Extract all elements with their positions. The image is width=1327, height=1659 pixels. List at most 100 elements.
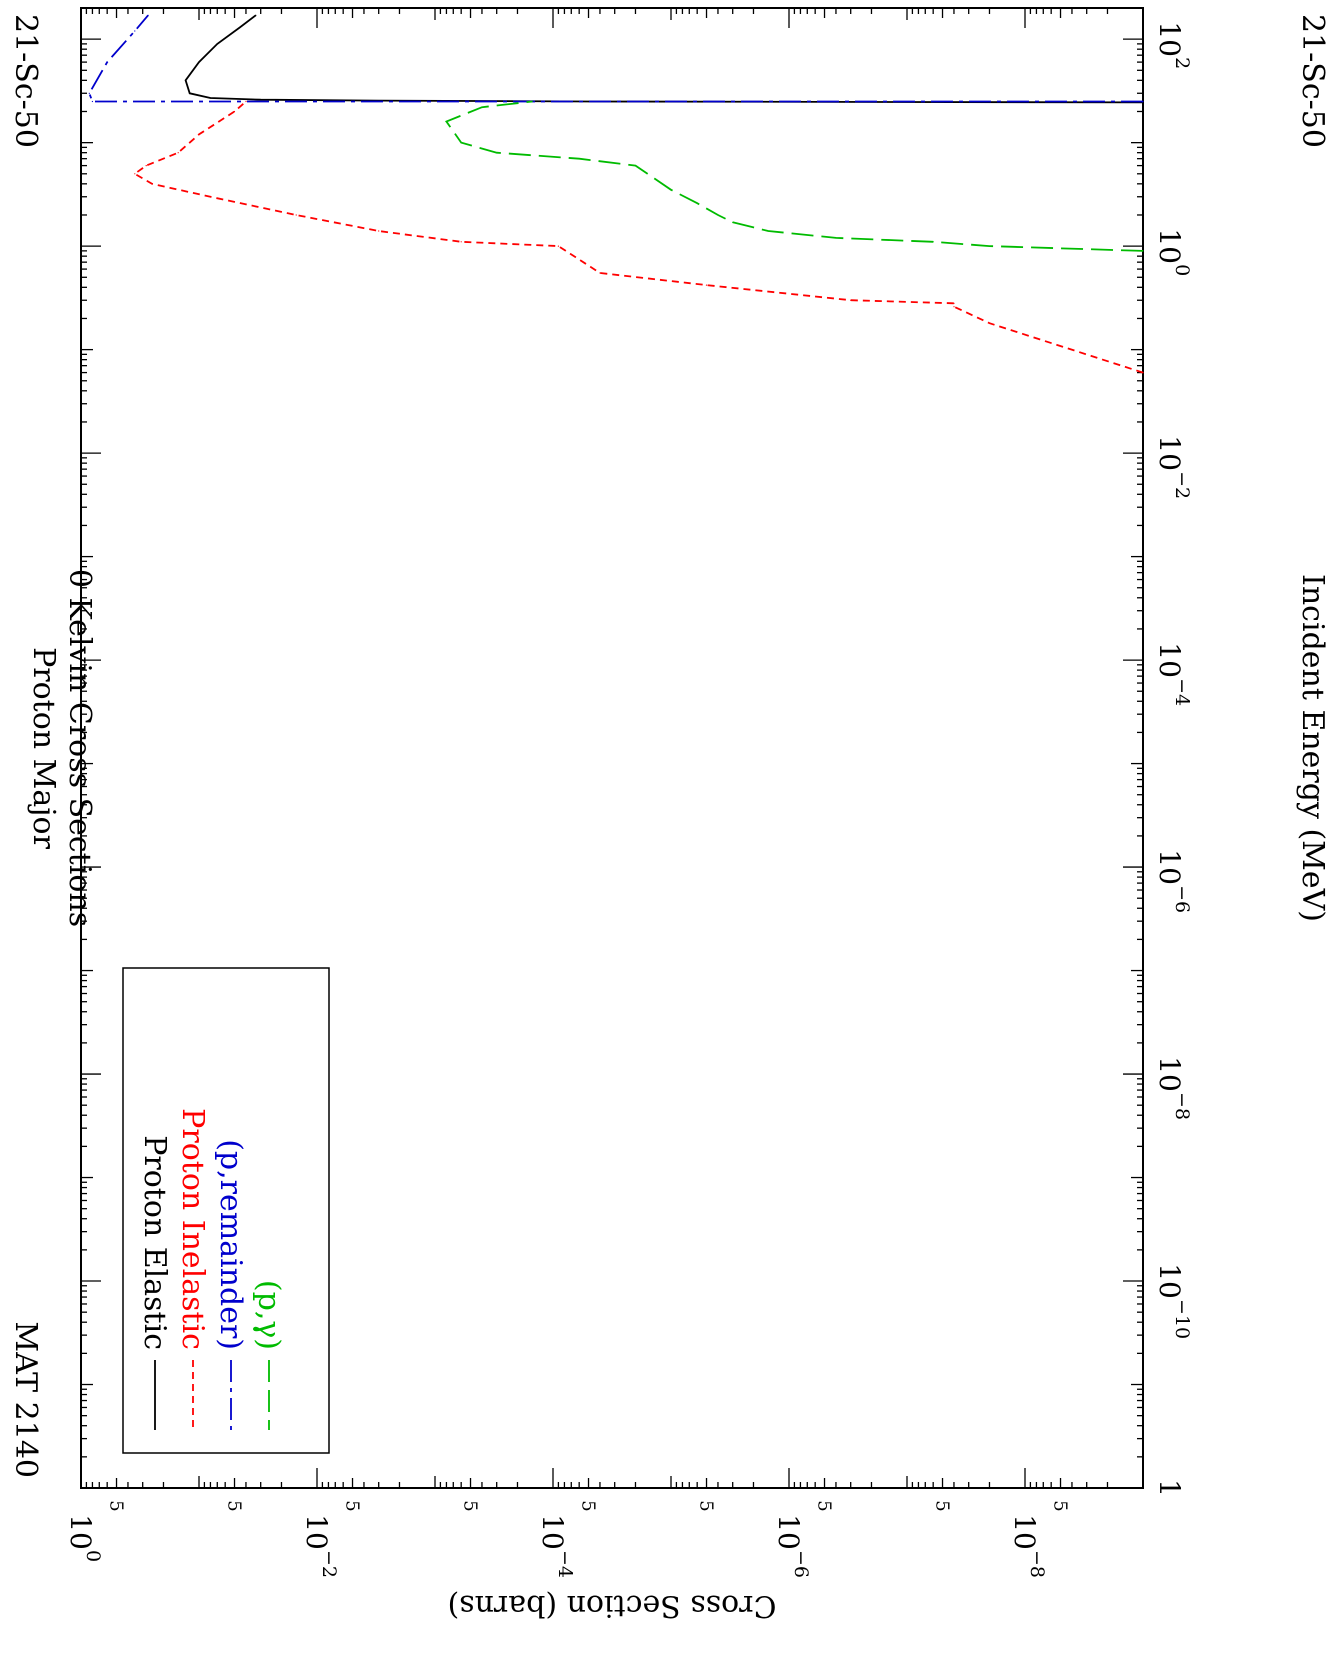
series-point — [151, 183, 153, 185]
x-tick-label-base: 10 — [1153, 435, 1186, 471]
legend-box — [122, 967, 330, 1454]
x-tick-label: 1 — [1153, 1479, 1186, 1497]
series-point — [1142, 100, 1144, 103]
chart-title: Proton Major — [26, 647, 61, 850]
y-tick-label-base: 10 — [772, 1514, 805, 1550]
y-minor-tick-label: 5 — [932, 1500, 953, 1511]
series-point — [705, 284, 708, 286]
series-point — [767, 230, 769, 232]
series-point — [239, 26, 241, 28]
series-point — [177, 152, 179, 154]
y-tick-label: 10−6 — [772, 1514, 812, 1578]
corner-label-right: 21-Sc-50 — [8, 14, 43, 148]
series-group — [184, 14, 1144, 104]
series-point — [185, 79, 187, 81]
y-minor-tick-label: 5 — [1050, 1500, 1071, 1511]
corner-label-left: MAT 2140 — [8, 1321, 43, 1478]
x-tick-label-base: 10 — [1153, 849, 1186, 885]
x-tick-label-exponent: −6 — [1171, 885, 1193, 913]
x-tick-label-exponent: −2 — [1171, 471, 1193, 499]
y-tick-label-exponent: −2 — [318, 1550, 340, 1578]
legend-label: (p,remainder) — [213, 1139, 248, 1350]
series-point — [198, 61, 200, 63]
axis-ticks — [80, 7, 1144, 1489]
x-tick-label-exponent: −4 — [1171, 678, 1193, 706]
series-point — [557, 245, 560, 247]
chart-subtitle: 0 Kelvin Cross Sections — [62, 569, 97, 927]
series-group — [133, 100, 1144, 374]
series-layer — [88, 14, 1144, 374]
y-tick-label: 10−4 — [536, 1514, 576, 1578]
series-point — [145, 165, 147, 167]
x-tick-label: 10−4 — [1153, 642, 1193, 706]
y-tick-label-exponent: −4 — [554, 1550, 576, 1578]
x-tick-label-base: 10 — [1153, 1263, 1186, 1299]
legend-label: Proton Elastic — [137, 1135, 172, 1350]
x-tick-label: 10−6 — [1153, 849, 1193, 913]
x-tick-label: 100 — [1153, 228, 1193, 276]
x-tick-label-base: 10 — [1153, 228, 1186, 264]
series-point — [91, 100, 93, 103]
series-group — [445, 100, 1144, 252]
series-point — [717, 214, 719, 216]
series-point — [988, 322, 991, 324]
series-point — [260, 99, 262, 101]
y-minor-tick-label: 5 — [106, 1500, 127, 1511]
x-tick-label-base: 10 — [1153, 642, 1186, 678]
series-point — [953, 302, 955, 304]
series-point — [587, 100, 590, 103]
series-line — [184, 14, 1144, 104]
x-tick-label: 10−10 — [1153, 1263, 1193, 1339]
series-point — [233, 110, 236, 113]
y-minor-tick-label: 5 — [578, 1500, 599, 1511]
series-point — [932, 241, 934, 243]
y-tick-label-exponent: 0 — [82, 1550, 104, 1562]
series-point — [988, 245, 991, 247]
series-line — [88, 14, 1143, 103]
series-point — [216, 43, 218, 45]
series-point — [147, 14, 149, 16]
y-minor-tick-label: 5 — [342, 1500, 363, 1511]
x-tick-label-base: 10 — [1153, 1056, 1186, 1092]
corner-label-right-bottom: 21-Sc-50 — [1295, 14, 1327, 148]
series-point — [835, 237, 837, 239]
y-tick-label-base: 10 — [536, 1514, 569, 1550]
legend-label: Proton Inelastic — [175, 1108, 210, 1350]
plot-frame — [80, 7, 1144, 1489]
y-tick-label: 10−8 — [1008, 1514, 1048, 1578]
series-point — [255, 14, 257, 16]
series-line — [133, 100, 1144, 374]
x-tick-label-exponent: 0 — [1171, 264, 1193, 276]
y-minor-tick-label: 5 — [224, 1500, 245, 1511]
series-point — [460, 142, 462, 144]
series-point — [106, 61, 108, 63]
series-point — [850, 299, 852, 301]
series-point — [531, 100, 533, 103]
series-group — [88, 14, 1144, 103]
x-tick-label-base: 10 — [1153, 21, 1186, 57]
series-point — [670, 189, 672, 191]
series-point — [1142, 250, 1144, 252]
series-point — [295, 214, 297, 216]
y-minor-tick-label: 5 — [696, 1500, 717, 1511]
x-tick-label-base: 1 — [1153, 1479, 1186, 1497]
y-tick-label-base: 10 — [64, 1514, 97, 1550]
y-tick-label-exponent: −6 — [790, 1550, 812, 1578]
series-point — [496, 152, 498, 154]
legend: Proton Elastic Proton Inelastic (p,remaind… — [122, 967, 330, 1454]
series-point — [378, 230, 380, 232]
series-point — [1142, 372, 1144, 374]
x-tick-label: 10−8 — [1153, 1056, 1193, 1120]
series-point — [578, 158, 580, 160]
series-point — [245, 100, 247, 103]
y-tick-label-exponent: −8 — [1026, 1550, 1048, 1578]
y-minor-tick-label: 5 — [460, 1500, 481, 1511]
x-tick-label-exponent: −8 — [1171, 1092, 1193, 1120]
y-tick-label: 100 — [64, 1514, 104, 1562]
series-point — [481, 106, 483, 108]
series-point — [198, 133, 200, 135]
legend-label: (p,γ) — [251, 1280, 286, 1350]
series-line — [445, 100, 1144, 252]
y-tick-label: 10−2 — [300, 1514, 340, 1578]
